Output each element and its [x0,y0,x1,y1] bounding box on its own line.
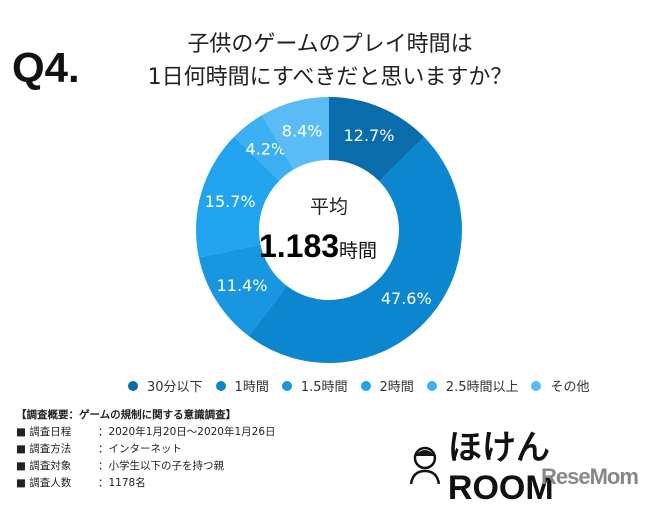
hoken-room-logo: ほけんROOM [408,420,655,508]
center-unit: 時間 [339,240,377,262]
donut-slice [196,136,280,258]
legend-item: 1時間 [215,376,269,395]
survey-label: ■ 調査人数 [16,477,72,489]
survey-label: ■ 調査方法 [16,443,72,455]
legend-dot-icon [360,380,371,391]
person-icon [409,446,441,484]
center-value: 1.183 [259,228,339,264]
legend-item: その他 [531,376,590,395]
slice-label: 15.7% [205,192,256,211]
legend-dot-icon [531,380,542,391]
legend-label: 1.5時間 [300,380,348,395]
center-label: 平均 [310,196,348,218]
survey-value: ：小学生以下の子を持つ親 [98,460,224,472]
title-line-1: 子供のゲームのプレイ時間は [187,32,473,57]
legend-item: 30分以下 [128,376,203,395]
legend-label: 30分以下 [147,380,203,395]
legend-label: 2.5時間以上 [445,380,519,395]
donut-slice [234,115,294,181]
survey-row: ■ 調査日程 ：2020年1月20日～2020年1月26日 [16,424,276,441]
slice-label: 4.2% [246,140,287,159]
survey-row: ■ 調査人数 ：1178名 [16,475,276,492]
legend-dot-icon [426,380,437,391]
legend-dot-icon [281,380,292,391]
legend-item: 2時間 [360,376,414,395]
brand-name: ほけんROOM [447,429,554,507]
donut-slice [262,97,329,170]
slice-label: 47.6% [381,289,432,308]
survey-row: ■ 調査方法 ：インターネット [16,441,276,458]
question-number: Q4. [12,44,80,91]
title-line-2: 1日何時間にすべきだと思いますか？ [147,65,513,90]
survey-value: ：1178名 [98,477,146,489]
slice-label: 8.4% [282,122,323,141]
resemom-credit: ReseMom [541,464,639,489]
survey-value: ：インターネット [98,443,182,455]
legend-dot-icon [128,380,138,391]
legend: 30分以下 1時間 1.5時間 2時間 2.5時間以上 その他 [128,376,590,395]
survey-heading: 【調査概要：ゲームの規制に関する意識調査】 [16,409,237,421]
donut-chart: 12.7% 47.6% 11.4% 15.7% 4.2%8.4% 平均 1.183時間 [196,97,462,363]
center-value-group: 1.183時間 [259,228,377,264]
slice-label: 12.7% [344,126,395,145]
donut-slice [248,137,462,363]
legend-item: 2.5時間以上 [426,376,519,395]
survey-row: ■ 調査対象 ：小学生以下の子を持つ親 [16,458,276,475]
survey-summary: 【調査概要：ゲームの規制に関する意識調査】 ■ 調査日程 ：2020年1月20日～… [16,407,276,492]
chart-title: 子供のゲームのプレイ時間は 1日何時間にすべきだと思いますか？ [130,28,530,94]
legend-label: 2時間 [379,380,414,395]
survey-value: ：2020年1月20日～2020年1月26日 [98,426,276,438]
survey-label: ■ 調査日程 [16,426,72,438]
survey-label: ■ 調査対象 [16,460,72,472]
slice-label: 11.4% [217,276,268,295]
legend-dot-icon [215,380,226,391]
donut-slice [329,97,425,182]
legend-label: 1時間 [234,380,269,395]
legend-item: 1.5時間 [281,376,348,395]
legend-label: その他 [550,380,590,395]
donut-slice [198,244,287,337]
